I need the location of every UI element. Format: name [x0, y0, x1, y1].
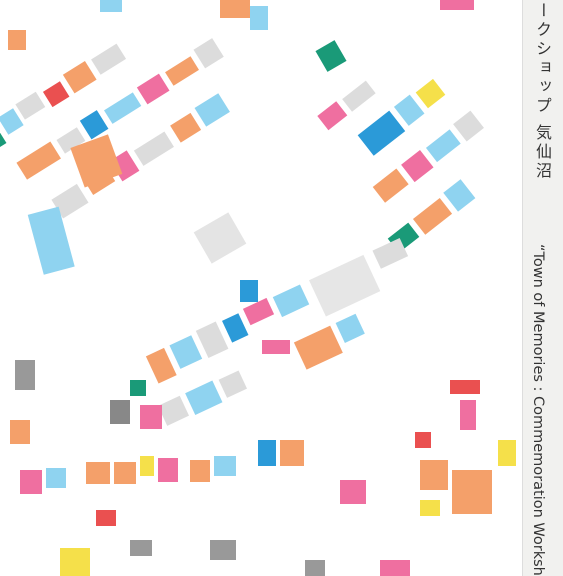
building — [133, 131, 174, 166]
building — [450, 380, 480, 394]
building — [185, 380, 223, 415]
building — [136, 73, 170, 105]
building — [145, 347, 177, 384]
building — [240, 280, 258, 302]
building — [16, 141, 61, 180]
block-south — [20, 380, 516, 576]
building — [453, 110, 484, 142]
building — [393, 94, 425, 126]
block-nw — [0, 38, 230, 219]
building — [100, 0, 122, 12]
building — [280, 440, 304, 466]
building — [443, 179, 476, 212]
building — [27, 206, 75, 275]
building — [357, 110, 406, 156]
building — [96, 510, 116, 526]
building — [425, 129, 461, 163]
building — [51, 183, 89, 219]
building — [0, 108, 24, 135]
building — [380, 560, 410, 576]
building — [293, 325, 343, 370]
building — [210, 540, 236, 560]
building — [214, 456, 236, 476]
building — [194, 93, 230, 127]
building — [250, 6, 268, 30]
building — [8, 30, 26, 50]
building — [315, 40, 347, 72]
building — [305, 560, 325, 576]
building — [70, 134, 123, 188]
building — [420, 500, 440, 516]
building — [262, 340, 290, 354]
building — [86, 462, 110, 484]
building — [56, 127, 86, 154]
building — [140, 456, 154, 476]
building — [222, 313, 249, 343]
building — [498, 440, 516, 466]
block-ne — [317, 78, 484, 253]
building — [91, 43, 127, 75]
map — [0, 0, 516, 576]
building — [342, 80, 376, 112]
building — [193, 212, 247, 264]
japanese-title: ークショップ 気仙沼 — [533, 2, 552, 182]
building — [130, 540, 152, 556]
building — [42, 81, 70, 108]
block-center — [145, 238, 409, 426]
building — [193, 38, 224, 69]
building — [62, 60, 97, 94]
building — [401, 150, 434, 183]
building — [140, 405, 162, 429]
building — [109, 150, 140, 182]
building — [60, 548, 90, 576]
building — [309, 254, 381, 317]
building — [190, 460, 210, 482]
building — [452, 470, 492, 514]
building — [130, 380, 146, 396]
title-strip — [522, 0, 563, 576]
building — [220, 0, 250, 18]
building — [340, 480, 366, 504]
building — [317, 101, 348, 131]
building — [10, 420, 30, 444]
building — [110, 400, 130, 424]
building — [103, 92, 142, 124]
building — [272, 284, 310, 318]
building — [169, 335, 203, 369]
building — [170, 112, 202, 143]
building — [335, 313, 365, 343]
building — [372, 238, 409, 269]
building — [242, 297, 275, 326]
building — [157, 395, 190, 426]
building — [15, 360, 35, 390]
building — [218, 370, 248, 398]
building — [15, 91, 46, 120]
building — [440, 0, 474, 10]
english-title: “Town of Memories : Commemoration Worksh… — [530, 244, 546, 576]
building — [420, 460, 448, 490]
building — [46, 468, 66, 488]
building — [20, 470, 42, 494]
building — [195, 321, 229, 359]
building — [415, 432, 431, 448]
building — [258, 440, 276, 466]
building — [158, 458, 178, 482]
building — [79, 110, 109, 140]
building — [165, 56, 199, 86]
building — [415, 78, 446, 109]
building — [372, 168, 409, 203]
building — [412, 198, 453, 235]
building — [460, 400, 476, 430]
building — [114, 462, 136, 484]
